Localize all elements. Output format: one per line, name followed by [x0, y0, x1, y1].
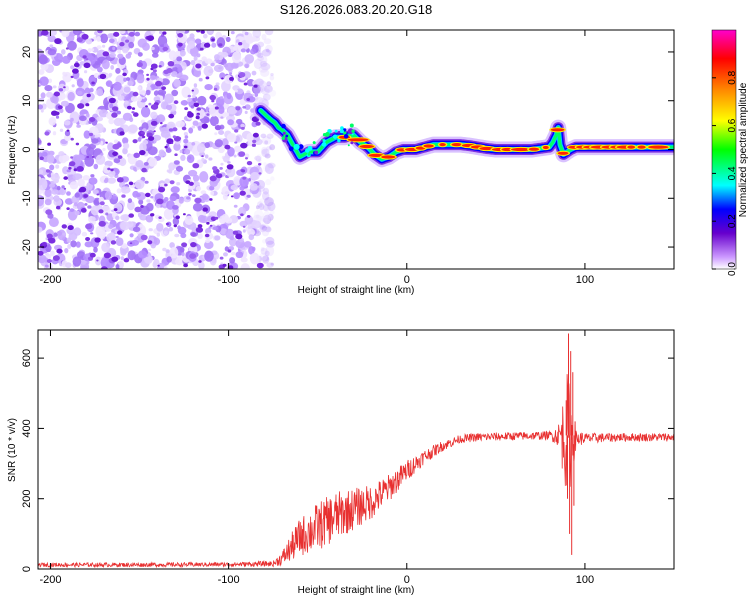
onset-blobs	[281, 123, 355, 158]
snr-frame	[37, 329, 675, 570]
x-tick-label: -200	[39, 574, 61, 586]
y-tick-label: 200	[21, 490, 33, 508]
x-tick-label: -200	[39, 274, 61, 286]
colorbar-tick-label: 0.0	[727, 262, 738, 276]
snr-series	[38, 374, 674, 569]
noise-region	[38, 30, 277, 269]
y-tick-label: 0	[21, 566, 33, 572]
x-tick-label: 0	[404, 274, 410, 286]
snr-axes: -200 -100 0 100 0 200 400 600	[21, 330, 674, 586]
spectrogram-xlabel: Height of straight line (km)	[298, 285, 415, 296]
snr-panel: -200 -100 0 100 0 200 400 600 Height of straigh…	[7, 329, 675, 596]
x-tick-label: -100	[218, 274, 240, 286]
x-tick-label: 0	[404, 574, 410, 586]
colorbar-tick-label: 0.4	[727, 166, 738, 180]
x-tick-label: 100	[576, 574, 594, 586]
colorbar-label: Normalized spectral amplitude	[738, 82, 749, 217]
colorbar-tick-label: 0.8	[727, 70, 738, 84]
colorbar-tick-label: 0.2	[727, 214, 738, 228]
colorbar: 0.0 0.2 0.4 0.6 0.8 Normalized spectral ampl…	[711, 29, 749, 276]
y-tick-label: 600	[21, 349, 33, 367]
spectral-ridge	[252, 102, 674, 168]
colorbar-ticks: 0.0 0.2 0.4 0.6 0.8	[712, 70, 738, 276]
y-tick-label: 10	[21, 95, 33, 107]
y-tick-label: -20	[21, 239, 33, 255]
spectrogram-content	[38, 30, 674, 269]
colorbar-tick-label: 0.6	[727, 118, 738, 132]
x-tick-label: -100	[218, 574, 240, 586]
y-tick-label: 400	[21, 419, 33, 437]
snr-ylabel: SNR (10 * v/v)	[7, 418, 18, 482]
snr-spikes	[565, 333, 576, 555]
x-tick-label: 100	[576, 274, 594, 286]
chart-title: S126.2026.083.20.20.G18	[280, 2, 433, 17]
spectrogram-ylabel: Frequency (Hz)	[7, 116, 18, 185]
snr-content	[38, 333, 674, 569]
y-tick-label: 0	[21, 146, 33, 152]
y-tick-label: 20	[21, 46, 33, 58]
snr-xlabel: Height of straight line (km)	[298, 585, 415, 596]
colorbar-gradient	[711, 29, 737, 270]
y-tick-label: -10	[21, 190, 33, 206]
